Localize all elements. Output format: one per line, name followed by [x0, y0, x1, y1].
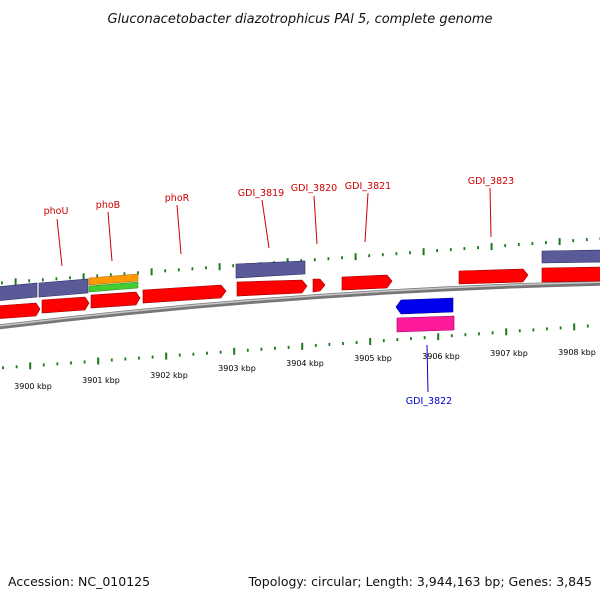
kbp-label: 3906 kbp — [422, 352, 460, 361]
gene-label-GDI_3822[interactable]: GDI_3822 — [406, 396, 452, 407]
gene-red-2[interactable] — [41, 296, 90, 314]
leader-phoB — [107, 211, 113, 262]
gene-red-8[interactable] — [458, 268, 529, 285]
gene-label-leaders — [56, 187, 492, 393]
gene-magenta[interactable] — [396, 315, 455, 333]
gene-label-track: phoU phoB phoR GDI_3819 GDI_3820 GDI_382… — [44, 176, 515, 407]
gene-label-GDI_3823[interactable]: GDI_3823 — [468, 176, 514, 187]
gene-label-phoR[interactable]: phoR — [165, 193, 190, 204]
leader-GDI_3820 — [313, 195, 318, 245]
kbp-label-track: 3900 kbp 3901 kbp 3902 kbp 3903 kbp 3904 kbp… — [14, 348, 596, 391]
gene-label-GDI_3819[interactable]: GDI_3819 — [238, 188, 284, 199]
leader-GDI_3823 — [489, 187, 492, 238]
genome-title: Gluconacetobacter diazotrophicus PAl 5, … — [107, 12, 492, 27]
gene-red-1[interactable] — [0, 302, 41, 319]
gene-green[interactable] — [88, 281, 139, 293]
kbp-label: 3907 kbp — [490, 349, 528, 358]
gene-label-GDI_3820[interactable]: GDI_3820 — [291, 183, 337, 194]
gene-orange[interactable] — [88, 273, 139, 286]
kbp-label: 3900 kbp — [14, 382, 52, 391]
gene-purple-2[interactable] — [38, 278, 89, 298]
inner-tick-track — [2, 323, 589, 370]
kbp-label: 3902 kbp — [150, 371, 188, 380]
gene-red-5[interactable] — [236, 279, 308, 297]
gene-label-phoU[interactable]: phoU — [44, 206, 69, 217]
genome-backbone — [0, 280, 600, 330]
leader-GDI_3822 — [426, 344, 429, 393]
gene-purple-4[interactable] — [541, 249, 600, 264]
gene-purple-1[interactable] — [0, 282, 38, 301]
gene-track — [0, 249, 600, 333]
gene-label-GDI_3821[interactable]: GDI_3821 — [345, 181, 391, 192]
leader-phoU — [56, 218, 63, 267]
genome-backbone-highlight — [0, 281, 600, 327]
leader-GDI_3821 — [364, 192, 369, 243]
gene-blue[interactable] — [395, 297, 454, 315]
kbp-label: 3901 kbp — [82, 376, 120, 385]
kbp-label: 3908 kbp — [558, 348, 596, 357]
gene-red-7[interactable] — [341, 274, 393, 291]
gene-label-phoB[interactable]: phoB — [96, 200, 120, 211]
gene-red-3[interactable] — [90, 291, 141, 309]
leader-phoR — [176, 204, 182, 255]
gene-red-9[interactable] — [541, 266, 600, 283]
genome-stats-text: Topology: circular; Length: 3,944,163 bp… — [248, 574, 592, 589]
accession-text: Accession: NC_010125 — [8, 574, 151, 589]
leader-GDI_3819 — [261, 199, 270, 249]
kbp-label: 3903 kbp — [218, 364, 256, 373]
gene-red-6[interactable] — [312, 278, 326, 293]
gene-purple-3[interactable] — [235, 260, 306, 279]
gene-red-4[interactable] — [142, 284, 227, 304]
kbp-label: 3904 kbp — [286, 359, 324, 368]
kbp-label: 3905 kbp — [354, 354, 392, 363]
